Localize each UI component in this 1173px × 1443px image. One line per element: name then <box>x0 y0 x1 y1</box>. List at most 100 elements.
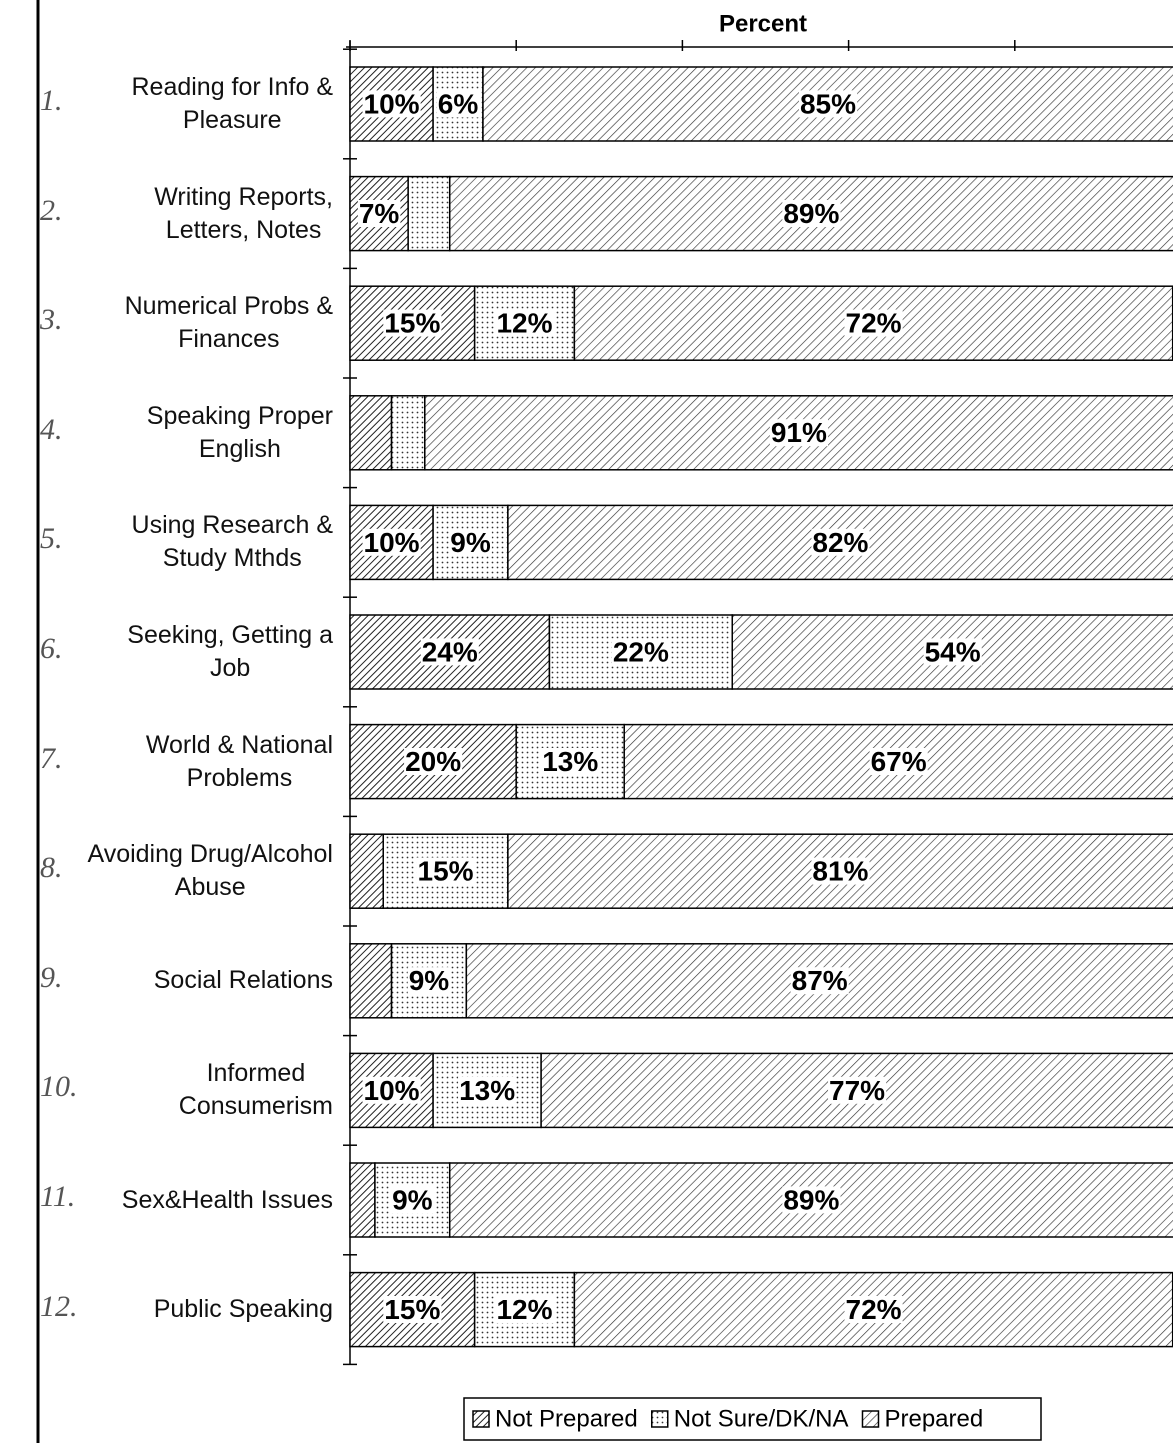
item-number: 12. <box>40 1290 78 1324</box>
bar-segment <box>349 833 384 909</box>
category-label-text: Informed Consumerism <box>178 1059 333 1121</box>
item-number-text: 7. <box>40 741 63 775</box>
value-label-group: 6% <box>436 88 480 119</box>
value-label-group: 7% <box>357 198 401 229</box>
value-label-group: 15% <box>383 308 442 339</box>
value-label-bg <box>458 1076 517 1104</box>
value-label-bg <box>798 90 858 118</box>
value-label: 77% <box>829 1075 885 1106</box>
item-number: 1. <box>40 84 63 118</box>
legend-label: Not Prepared <box>495 1405 638 1432</box>
value-label-bg <box>383 1295 442 1323</box>
value-label: 22% <box>613 636 669 667</box>
value-label-group: 85% <box>798 88 858 119</box>
value-label-bg <box>383 309 442 337</box>
value-label: 67% <box>871 746 927 777</box>
value-label-group: 67% <box>869 746 928 777</box>
category-label: Informed Consumerism <box>3 1057 333 1123</box>
value-label-group: 72% <box>844 1294 903 1325</box>
value-label-bg <box>362 1076 421 1104</box>
value-label-bg <box>844 309 903 337</box>
value-label-bg <box>362 90 421 118</box>
legend-label: Not Sure/DK/NA <box>674 1405 849 1432</box>
value-label-bg <box>391 1186 434 1214</box>
item-number: 11. <box>40 1180 75 1214</box>
item-number: 9. <box>40 961 63 995</box>
bar-segment <box>390 395 426 471</box>
value-label-group: 10% <box>362 1075 421 1106</box>
bar-segment <box>349 1162 376 1238</box>
bar-segment <box>390 943 468 1019</box>
axis-title: Percent <box>719 10 807 37</box>
item-number: 3. <box>40 303 63 337</box>
value-label: 10% <box>364 88 420 119</box>
value-label-group: 72% <box>844 308 903 339</box>
category-label: Speaking Proper English <box>3 400 333 466</box>
value-label-bg <box>782 1186 841 1214</box>
item-number: 8. <box>40 851 63 885</box>
bar-segment <box>407 175 451 252</box>
item-number-text: 1. <box>40 84 63 117</box>
legend-box <box>463 1397 1042 1441</box>
value-label-bg <box>811 528 870 556</box>
value-label-group: 9% <box>407 965 451 996</box>
category-label: Seeking, Getting a Job <box>3 619 333 685</box>
value-label-group: 12% <box>495 1294 554 1325</box>
value-label-group: 12% <box>495 308 554 339</box>
bar-segment <box>349 943 393 1019</box>
value-label-bg <box>404 747 463 775</box>
bar-segment <box>349 395 393 471</box>
value-label: 72% <box>846 1294 902 1325</box>
item-number-text: 4. <box>40 412 63 446</box>
value-label: 15% <box>418 856 474 887</box>
value-label: 15% <box>384 1294 440 1325</box>
item-number: 7. <box>40 742 63 776</box>
value-label-bg <box>436 90 480 118</box>
value-label: 91% <box>771 417 827 448</box>
value-label: 9% <box>392 1184 433 1215</box>
value-label: 6% <box>438 88 479 119</box>
item-number-text: 2. <box>40 193 63 227</box>
category-label-text: Reading for Info & Pleasure <box>131 73 333 134</box>
category-label: World & National Problems <box>3 729 333 795</box>
value-label-group: 9% <box>391 1184 434 1215</box>
value-label: 7% <box>359 198 400 229</box>
value-label: 85% <box>800 88 856 119</box>
value-label-bg <box>923 638 982 666</box>
value-label-group: 89% <box>782 198 841 229</box>
category-label-text: Social Relations <box>153 966 333 995</box>
item-number-text: 10. <box>40 1070 78 1104</box>
value-label: 10% <box>364 527 420 558</box>
value-label-group: 10% <box>362 88 421 119</box>
category-label-text: Numerical Probs & Finances <box>124 292 333 354</box>
value-label: 89% <box>783 198 839 229</box>
category-label: Writing Reports, Letters, Notes <box>3 181 333 247</box>
item-number: 6. <box>40 632 63 666</box>
value-label-group: 87% <box>790 965 849 996</box>
item-number-text: 12. <box>40 1289 78 1323</box>
value-label: 12% <box>496 308 552 339</box>
value-label: 82% <box>812 527 868 558</box>
value-label-bg <box>407 967 451 995</box>
value-label-bg <box>869 747 928 775</box>
value-label-bg <box>362 528 421 556</box>
value-label-bg <box>782 199 841 227</box>
value-label-bg <box>844 1295 903 1323</box>
value-label-group: 13% <box>541 746 600 777</box>
value-label-bg <box>541 747 600 775</box>
item-number-text: 9. <box>40 960 63 994</box>
value-label-group: 13% <box>458 1075 517 1106</box>
item-number-text: 11. <box>40 1180 76 1213</box>
category-label-text: Seeking, Getting a Job <box>127 621 333 682</box>
value-label-bg <box>357 199 401 227</box>
item-number: 5. <box>40 522 63 556</box>
category-label-text: Using Research & Study Mthds <box>131 511 333 573</box>
value-label-bg <box>449 528 492 556</box>
value-label-bg <box>811 857 870 885</box>
value-label: 72% <box>846 308 902 339</box>
item-number: 10. <box>40 1070 78 1104</box>
value-label: 9% <box>450 527 491 558</box>
legend-label: Prepared <box>884 1405 983 1432</box>
value-label: 13% <box>459 1075 515 1106</box>
